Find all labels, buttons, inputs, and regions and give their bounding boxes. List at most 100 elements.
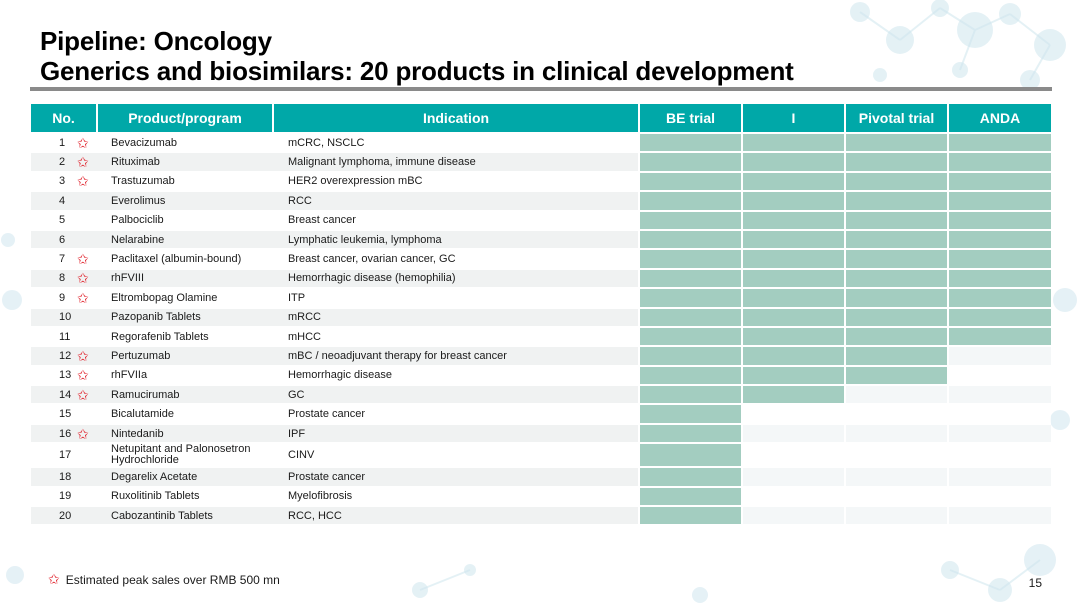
- row-number: 15: [59, 408, 72, 421]
- star-icon: ✩: [77, 425, 89, 442]
- phase-empty-cell: [947, 485, 1051, 507]
- product-cell: Regorafenib Tablets: [97, 325, 273, 347]
- row-number-cell: 19: [31, 485, 97, 507]
- row-number: 10: [59, 311, 72, 324]
- product-cell: rhFVIII: [97, 267, 273, 289]
- phase-empty-cell: [741, 442, 845, 468]
- phase-progress-bar: [638, 190, 742, 211]
- phase-progress-bar: [638, 345, 742, 366]
- phase-progress-bar: [638, 287, 742, 308]
- phase-empty-cell: [844, 505, 948, 525]
- phase-progress-bar: [741, 287, 845, 308]
- footnote-text: Estimated peak sales over RMB 500 mn: [65, 573, 280, 587]
- phase-empty-cell: [947, 403, 1051, 424]
- phase-empty-cell: [947, 442, 1051, 468]
- indication-cell: ITP: [273, 287, 639, 308]
- indication-cell: Myelofibrosis: [273, 485, 639, 507]
- star-icon: ✩: [77, 154, 89, 171]
- row-number-cell: 14 ✩: [31, 384, 97, 405]
- row-number: 3: [59, 175, 66, 188]
- row-number: 13: [59, 369, 72, 382]
- phase-progress-bar: [638, 384, 742, 405]
- phase-empty-cell: [741, 422, 845, 444]
- phase-progress-bar: [638, 228, 742, 250]
- phase-progress-bar: [844, 131, 948, 153]
- phase-progress-bar: [844, 345, 948, 366]
- indication-cell: CINV: [273, 442, 639, 468]
- phase-progress-bar: [947, 190, 1051, 211]
- phase-empty-cell: [844, 485, 948, 507]
- table-header-row: No. Product/program Indication BE trial …: [31, 104, 1051, 133]
- column-header-no: No.: [31, 104, 98, 133]
- phase-progress-bar: [638, 466, 742, 487]
- row-number: 1: [59, 136, 66, 149]
- row-number-cell: 8 ✩: [31, 267, 97, 289]
- phase-progress-bar: [844, 325, 948, 347]
- table-row: 12 ✩ Pertuzumab mBC / neoadjuvant therapy f…: [31, 345, 1051, 366]
- row-number: 6: [59, 233, 66, 246]
- footnote: ✩ Estimated peak sales over RMB 500 mn: [48, 571, 280, 588]
- phase-progress-bar: [741, 190, 845, 211]
- phase-progress-bar: [947, 131, 1051, 153]
- phase-progress-bar: [844, 364, 948, 386]
- phase-progress-bar: [638, 170, 742, 192]
- row-number: 16: [59, 427, 72, 440]
- product-cell: rhFVIIa: [97, 364, 273, 386]
- row-number: 5: [59, 214, 66, 227]
- column-header-anda: ANDA: [948, 104, 1051, 133]
- phase-empty-cell: [741, 466, 845, 487]
- row-number-cell: 11: [31, 325, 97, 347]
- row-number: 11: [59, 330, 71, 343]
- table-row: 11 Regorafenib Tablets mHCC: [31, 325, 1051, 347]
- phase-progress-bar: [844, 190, 948, 211]
- product-cell: Trastuzumab: [97, 170, 273, 192]
- title-divider: [30, 87, 1052, 91]
- table-row: 1 ✩ Bevacizumab mCRC, NSCLC: [31, 131, 1051, 153]
- row-number-cell: 13 ✩: [31, 364, 97, 386]
- star-icon: ✩: [77, 386, 89, 403]
- phase-progress-bar: [947, 209, 1051, 230]
- phase-progress-bar: [638, 442, 742, 468]
- row-number-cell: 20: [31, 505, 97, 525]
- product-cell: Bicalutamide: [97, 403, 273, 424]
- phase-progress-bar: [741, 170, 845, 192]
- title-line-1: Pipeline: Oncology: [40, 26, 272, 56]
- column-header-pivotal-trial: Pivotal trial: [845, 104, 949, 133]
- row-number: 18: [59, 470, 72, 483]
- star-icon: ✩: [77, 173, 89, 190]
- phase-empty-cell: [947, 505, 1051, 525]
- phase-empty-cell: [947, 345, 1051, 366]
- row-number-cell: 4: [31, 190, 97, 211]
- phase-progress-bar: [741, 364, 845, 386]
- product-cell: Ruxolitinib Tablets: [97, 485, 273, 507]
- phase-empty-cell: [844, 442, 948, 468]
- phase-empty-cell: [844, 422, 948, 444]
- indication-cell: Malignant lymphoma, immune disease: [273, 151, 639, 172]
- phase-progress-bar: [638, 422, 742, 444]
- phase-progress-bar: [638, 151, 742, 172]
- table-row: 20 Cabozantinib Tablets RCC, HCC: [31, 505, 1051, 525]
- phase-progress-bar: [638, 131, 742, 153]
- phase-progress-bar: [638, 403, 742, 424]
- product-cell: Nintedanib: [97, 422, 273, 444]
- row-number-cell: 18: [31, 466, 97, 487]
- indication-cell: Hemorrhagic disease (hemophilia): [273, 267, 639, 289]
- indication-cell: Hemorrhagic disease: [273, 364, 639, 386]
- product-cell: Paclitaxel (albumin-bound): [97, 248, 273, 269]
- table-row: 7 ✩ Paclitaxel (albumin-bound) Breast cance…: [31, 248, 1051, 269]
- star-icon: ✩: [77, 251, 89, 268]
- product-cell: Eltrombopag Olamine: [97, 287, 273, 308]
- table-row: 6 Nelarabine Lymphatic leukemia, lymphoma: [31, 228, 1051, 250]
- indication-cell: RCC, HCC: [273, 505, 639, 525]
- phase-empty-cell: [947, 422, 1051, 444]
- row-number: 17: [59, 448, 72, 461]
- product-cell: Nelarabine: [97, 228, 273, 250]
- table-row: 13 ✩ rhFVIIa Hemorrhagic disease: [31, 364, 1051, 386]
- row-number-cell: 2 ✩: [31, 151, 97, 172]
- row-number: 14: [59, 388, 72, 401]
- phase-progress-bar: [638, 485, 742, 507]
- phase-empty-cell: [844, 384, 948, 405]
- row-number-cell: 3 ✩: [31, 170, 97, 192]
- indication-cell: Breast cancer: [273, 209, 639, 230]
